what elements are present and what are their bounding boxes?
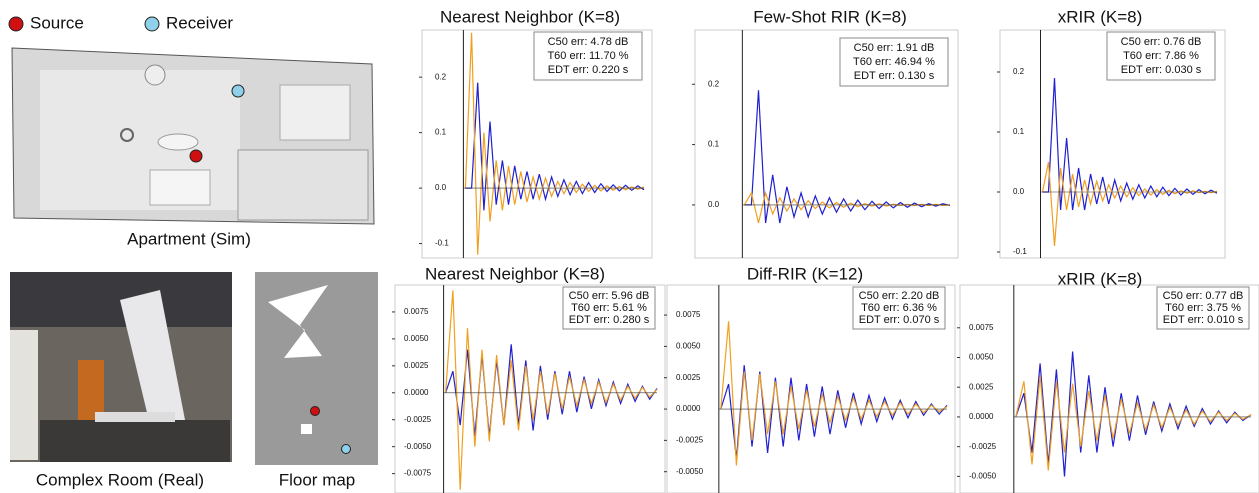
annotation-line: C50 err: 0.77 dB: [1163, 290, 1244, 302]
waveform: [1015, 375, 1252, 471]
y-tick-label: 0.0025: [676, 373, 701, 382]
waveforms: [445, 290, 658, 490]
chart-title: Nearest Neighbor (K=8): [425, 264, 605, 283]
y-tick-label: 0.1: [435, 128, 447, 137]
y-tick-label: 0.2: [435, 72, 447, 81]
chart-title: Diff-RIR (K=12): [747, 264, 863, 283]
waveform: [720, 321, 948, 466]
caption-floor: Floor map: [279, 470, 356, 489]
y-tick-label: 0.0: [708, 200, 720, 209]
annotation-box: [852, 286, 946, 330]
annotation-line: C50 err: 4.78 dB: [548, 36, 629, 48]
waveform: [743, 190, 951, 224]
plot-frame: [666, 284, 956, 493]
annotation-line: T60 err: 7.86 %: [1123, 50, 1199, 62]
y-tick-label: 0.2: [1013, 67, 1025, 76]
waveform: [1041, 161, 1218, 247]
annotation-line: EDT err: 0.220 s: [548, 64, 629, 76]
y-tick-label: 0.0: [1013, 187, 1025, 196]
legend-source: Source: [30, 13, 84, 32]
legend-receiver: Receiver: [166, 13, 233, 32]
chart-title: Nearest Neighbor (K=8): [440, 7, 620, 26]
waveform: [744, 90, 951, 224]
y-tick-label: -0.0025: [676, 435, 704, 444]
y-tick-label: 0.0000: [676, 404, 701, 413]
chart-title: xRIR (K=8): [1058, 7, 1143, 26]
annotation-box: [533, 31, 643, 81]
floor-map: [241, 272, 378, 465]
y-tick-label: 0.0: [435, 183, 447, 192]
y-tick-label: -0.0050: [404, 442, 432, 451]
y-tick-label: 0.0000: [969, 412, 994, 421]
waveforms: [743, 90, 951, 224]
waveforms: [1015, 351, 1252, 477]
plot-frame: [421, 29, 653, 259]
annotation-box: [839, 37, 949, 87]
chart-title: xRIR (K=8): [1058, 269, 1143, 288]
y-tick-label: 0.2: [708, 79, 720, 88]
annotation-box: [1156, 286, 1250, 330]
y-tick-label: -0.1: [1013, 247, 1027, 256]
source-icon: [8, 16, 24, 32]
waveforms: [1041, 77, 1218, 247]
annotation-line: T60 err: 3.75 %: [1165, 302, 1241, 314]
waveform: [464, 32, 645, 255]
annotation-line: EDT err: 0.280 s: [569, 314, 650, 326]
y-tick-label: -0.0025: [404, 415, 432, 424]
y-tick-label: -0.0050: [969, 471, 997, 480]
plot-frame: [959, 284, 1259, 493]
y-tick-label: 0.0025: [969, 382, 994, 391]
annotation-line: EDT err: 0.130 s: [854, 70, 935, 82]
waveforms: [464, 32, 645, 255]
y-tick-label: 0.1: [708, 140, 720, 149]
y-tick-label: 0.0050: [676, 342, 701, 351]
annotation-line: C50 err: 1.91 dB: [854, 42, 935, 54]
waveforms: [720, 321, 948, 466]
annotation-line: T60 err: 46.94 %: [853, 56, 935, 68]
annotation-box: [1106, 31, 1216, 81]
annotation-line: EDT err: 0.030 s: [1121, 64, 1202, 76]
annotation-line: C50 err: 5.96 dB: [569, 290, 650, 302]
plot-frame: [394, 284, 666, 493]
annotation-line: EDT err: 0.070 s: [859, 314, 940, 326]
y-tick-label: 0.0075: [969, 323, 994, 332]
y-tick-label: 0.1: [1013, 127, 1025, 136]
apartment-render: [11, 47, 375, 225]
annotation-line: T60 err: 6.36 %: [861, 302, 937, 314]
room-photo: [10, 272, 232, 462]
plot-frame: [694, 29, 959, 259]
waveform: [1042, 77, 1218, 211]
caption-room: Complex Room (Real): [36, 470, 204, 489]
receiver-icon: [144, 16, 160, 32]
y-tick-label: -0.0050: [676, 467, 704, 476]
y-tick-label: 0.0050: [969, 353, 994, 362]
annotation-line: C50 err: 0.76 dB: [1121, 36, 1202, 48]
waveform: [1015, 351, 1252, 477]
y-tick-label: 0.0075: [404, 307, 429, 316]
y-tick-label: 0.0075: [676, 310, 701, 319]
waveform: [465, 82, 645, 211]
waveform: [445, 290, 658, 490]
plot-frame: [999, 29, 1226, 259]
annotation-box: [562, 286, 656, 330]
y-tick-label: 0.0025: [404, 361, 429, 370]
annotation-line: C50 err: 2.20 dB: [859, 290, 940, 302]
annotation-line: T60 err: 5.61 %: [571, 302, 647, 314]
y-tick-label: 0.0050: [404, 334, 429, 343]
annotation-line: T60 err: 11.70 %: [547, 50, 628, 62]
y-tick-label: -0.0075: [404, 469, 432, 478]
y-tick-label: -0.0025: [969, 442, 997, 451]
annotation-line: EDT err: 0.010 s: [1163, 314, 1244, 326]
y-tick-label: -0.1: [435, 239, 449, 248]
y-tick-label: 0.0000: [404, 388, 429, 397]
caption-apartment: Apartment (Sim): [127, 229, 251, 248]
chart-title: Few-Shot RIR (K=8): [753, 7, 907, 26]
